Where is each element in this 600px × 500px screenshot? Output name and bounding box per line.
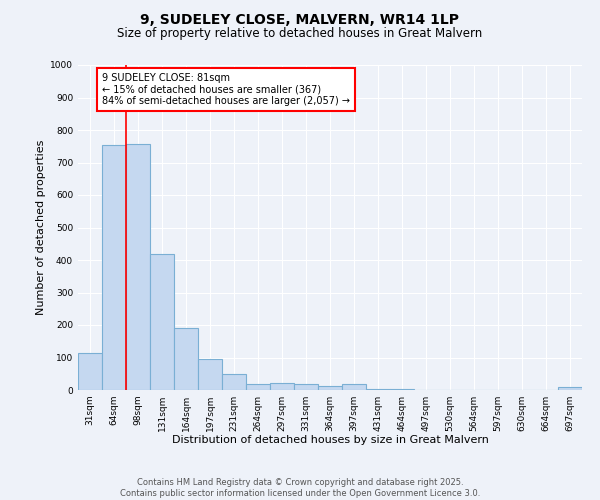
Bar (318, 386, 342, 390)
Text: 9 SUDELEY CLOSE: 81sqm
← 15% of detached houses are smaller (367)
84% of semi-de: 9 SUDELEY CLOSE: 81sqm ← 15% of detached… (102, 73, 350, 106)
X-axis label: Distribution of detached houses by size in Great Malvern: Distribution of detached houses by size … (172, 436, 488, 446)
Text: Contains HM Land Registry data © Crown copyright and database right 2025.
Contai: Contains HM Land Registry data © Crown c… (120, 478, 480, 498)
Bar (366, 389, 390, 390)
Bar (150, 254, 174, 390)
Bar (174, 328, 198, 390)
Bar (246, 384, 270, 390)
Bar (78, 352, 102, 390)
Bar (270, 382, 294, 390)
Y-axis label: Number of detached properties: Number of detached properties (36, 140, 46, 315)
Bar (558, 388, 582, 390)
Bar (102, 144, 126, 390)
Bar (198, 359, 222, 390)
Bar (294, 384, 318, 390)
Bar (222, 374, 246, 390)
Text: 9, SUDELEY CLOSE, MALVERN, WR14 1LP: 9, SUDELEY CLOSE, MALVERN, WR14 1LP (140, 12, 460, 26)
Bar (126, 144, 150, 390)
Text: Size of property relative to detached houses in Great Malvern: Size of property relative to detached ho… (118, 28, 482, 40)
Bar (342, 384, 366, 390)
